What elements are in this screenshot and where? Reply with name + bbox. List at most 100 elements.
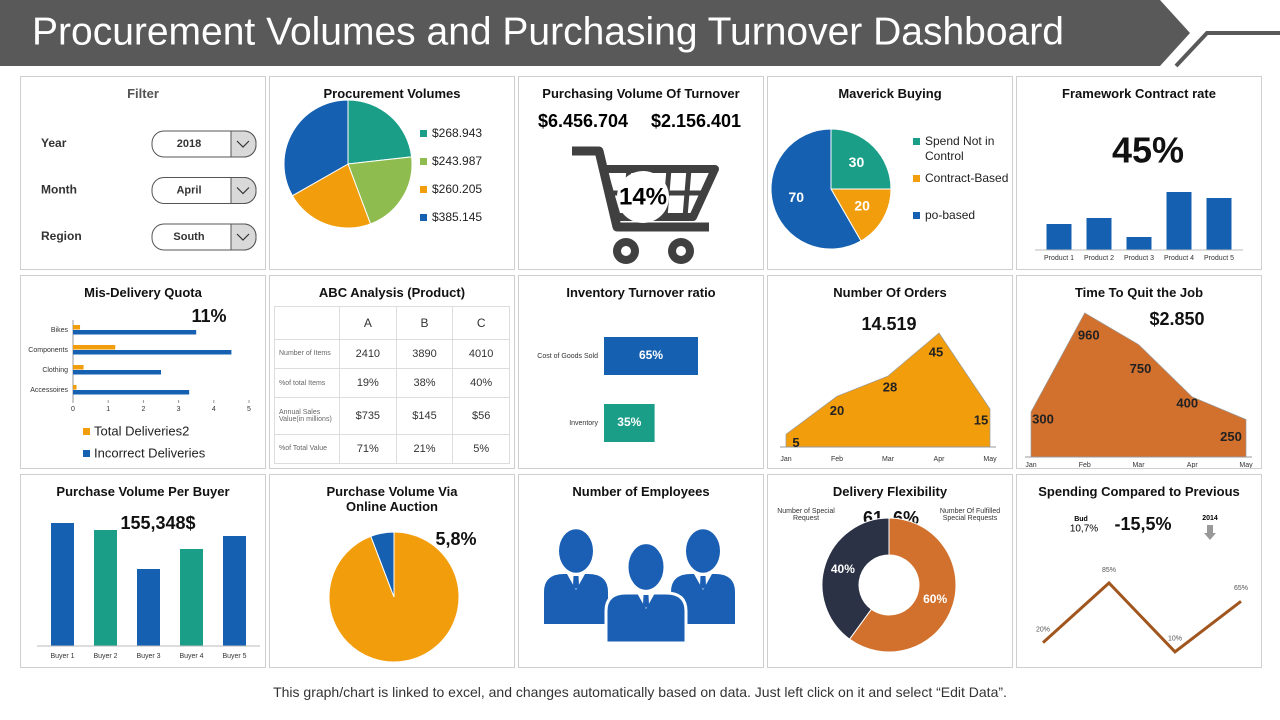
headline: 14.519: [861, 314, 916, 334]
panel-chart: 45% Product 1 Product 2 Product 3 Product 4 P…: [1035, 130, 1243, 262]
header-line: [1174, 31, 1280, 68]
panel-title: Delivery Flexibility: [832, 484, 948, 499]
pie-slice: [821, 517, 890, 640]
panel-chart: 155,348$ Buyer 1 Buyer 2 Buyer 3 Buyer 4 Buye…: [37, 513, 260, 660]
y-tick-label: Components: [28, 347, 68, 354]
panel-chart: $6.456.704 $2.156.401 14%: [538, 111, 741, 264]
panel: Delivery Flexibility61, 6%40%60%Number o…: [767, 474, 1013, 668]
legend-label: po-based: [925, 208, 976, 222]
person-body: [604, 591, 688, 645]
note: Number Of Fulfilled Special Requests: [939, 508, 1001, 522]
bar: [1206, 198, 1232, 250]
figure: $6.456.704: [538, 111, 628, 131]
panel-title: Procurement Volumes: [323, 86, 461, 101]
value-label: 400: [1176, 395, 1198, 410]
headline: -15,5%: [1114, 514, 1171, 534]
area: [1030, 312, 1247, 458]
table-cell: 38%: [395, 367, 454, 399]
note: 2014: [1202, 515, 1218, 522]
value-label: 10%: [1168, 636, 1182, 643]
pie-slice: [848, 517, 957, 653]
panel: Framework Contract rate 45% Product 1 Produ…: [1016, 76, 1262, 270]
area: [785, 332, 991, 448]
value-label: 300: [1032, 411, 1054, 426]
table-cell: $56: [452, 397, 510, 435]
bar: [137, 569, 160, 646]
center-label: 14%: [619, 183, 667, 210]
panel: Spending Compared to Previous -15,5% 20% 85…: [1016, 474, 1262, 668]
legend-entry: po-based: [913, 208, 1020, 223]
bar: [73, 370, 161, 375]
note: 10,7%: [1070, 524, 1098, 535]
dropdown-arrow: [236, 233, 250, 241]
person-head: [686, 529, 720, 573]
panel-title: ABC Analysis (Product): [318, 285, 466, 300]
legend-swatch: [83, 450, 90, 457]
person-head: [625, 541, 667, 593]
legend-swatch: [420, 186, 427, 193]
slice-label: 20: [854, 198, 870, 214]
pie-slice: [347, 99, 413, 165]
x-tick-label: Mar: [1132, 462, 1145, 468]
row-label: Number of Items: [274, 338, 340, 370]
bar: [604, 404, 655, 442]
table-cell: $735: [339, 397, 397, 435]
legend-label: Total Deliveries2: [94, 423, 189, 438]
value-label: 85%: [1102, 567, 1116, 574]
bar: [604, 337, 698, 375]
value-label: 250: [1220, 429, 1242, 444]
table-cell: $145: [395, 397, 454, 435]
table-cell: 19%: [339, 367, 397, 399]
value-label: 35%: [617, 415, 641, 429]
dropdown-arrow: [236, 187, 250, 195]
legend-label: $260.205: [432, 182, 483, 196]
y-tick-label: Accessoires: [30, 387, 68, 394]
panel-title: Spending Compared to Previous: [1038, 484, 1240, 499]
legend-swatch: [913, 175, 920, 182]
x-tick-label: 1: [106, 406, 110, 413]
person-tie: [700, 576, 706, 589]
bar: [51, 523, 74, 646]
panel: Inventory Turnover ratio 65% Cost of Goods…: [518, 275, 764, 469]
panel-chart: 30 20 70: [770, 128, 892, 250]
bar: [1126, 237, 1152, 250]
legend-swatch: [913, 212, 920, 219]
value-label: 45: [929, 344, 943, 359]
panel-chart: [544, 529, 735, 645]
pie-slice: [283, 99, 349, 197]
headline: 155,348$: [120, 513, 195, 533]
panel: Mis-Delivery Quota 11% 0 1 2 3 4 5 Bikes Componen…: [20, 275, 266, 469]
table-cell: 2410: [339, 338, 397, 370]
bar: [180, 549, 203, 646]
panel-title: Purchasing Volume Of Turnover: [542, 86, 740, 101]
pie-slice: [370, 531, 395, 598]
x-tick-label: Buyer 5: [222, 653, 246, 660]
legend-label: Contract-Based: [925, 171, 1009, 185]
legend-entry: $268.943: [420, 126, 522, 141]
value-label: 28: [883, 380, 897, 395]
value-label: 20%: [1036, 626, 1050, 633]
bar: [73, 345, 116, 350]
value-label: 65%: [639, 348, 663, 362]
table-row: Number of Items 2410 3890 4010: [274, 338, 510, 370]
person-tie: [643, 595, 649, 608]
panel-chart: [283, 99, 413, 229]
table-cell: 3890: [395, 338, 454, 370]
legend-label: Spend Not in Control: [925, 134, 995, 163]
x-tick-label: Feb: [831, 456, 843, 463]
panel-chart: 61, 6%40%60%: [821, 508, 957, 653]
value-label: 20: [830, 403, 844, 418]
pie-slice: [830, 188, 892, 242]
panel: Maverick Buying 30 20 70 Spend Not in Contro…: [767, 76, 1013, 270]
legend-label: $268.943: [432, 126, 483, 140]
table-cell: 5%: [452, 433, 510, 465]
cart-hub: [676, 246, 686, 256]
legend-swatch: [913, 138, 920, 145]
pie-slice: [291, 163, 372, 229]
cart-badge: [617, 171, 669, 223]
panel-title: Mis-Delivery Quota: [84, 285, 202, 300]
panel-title: Number of Employees: [572, 484, 710, 499]
panel: Time To Quit the Job $2.850 300 Jan 960 Feb 75…: [1016, 275, 1262, 469]
pie-slice: [347, 156, 413, 225]
panel: Purchase Volume Via Online Auction 5,8%: [269, 474, 515, 668]
